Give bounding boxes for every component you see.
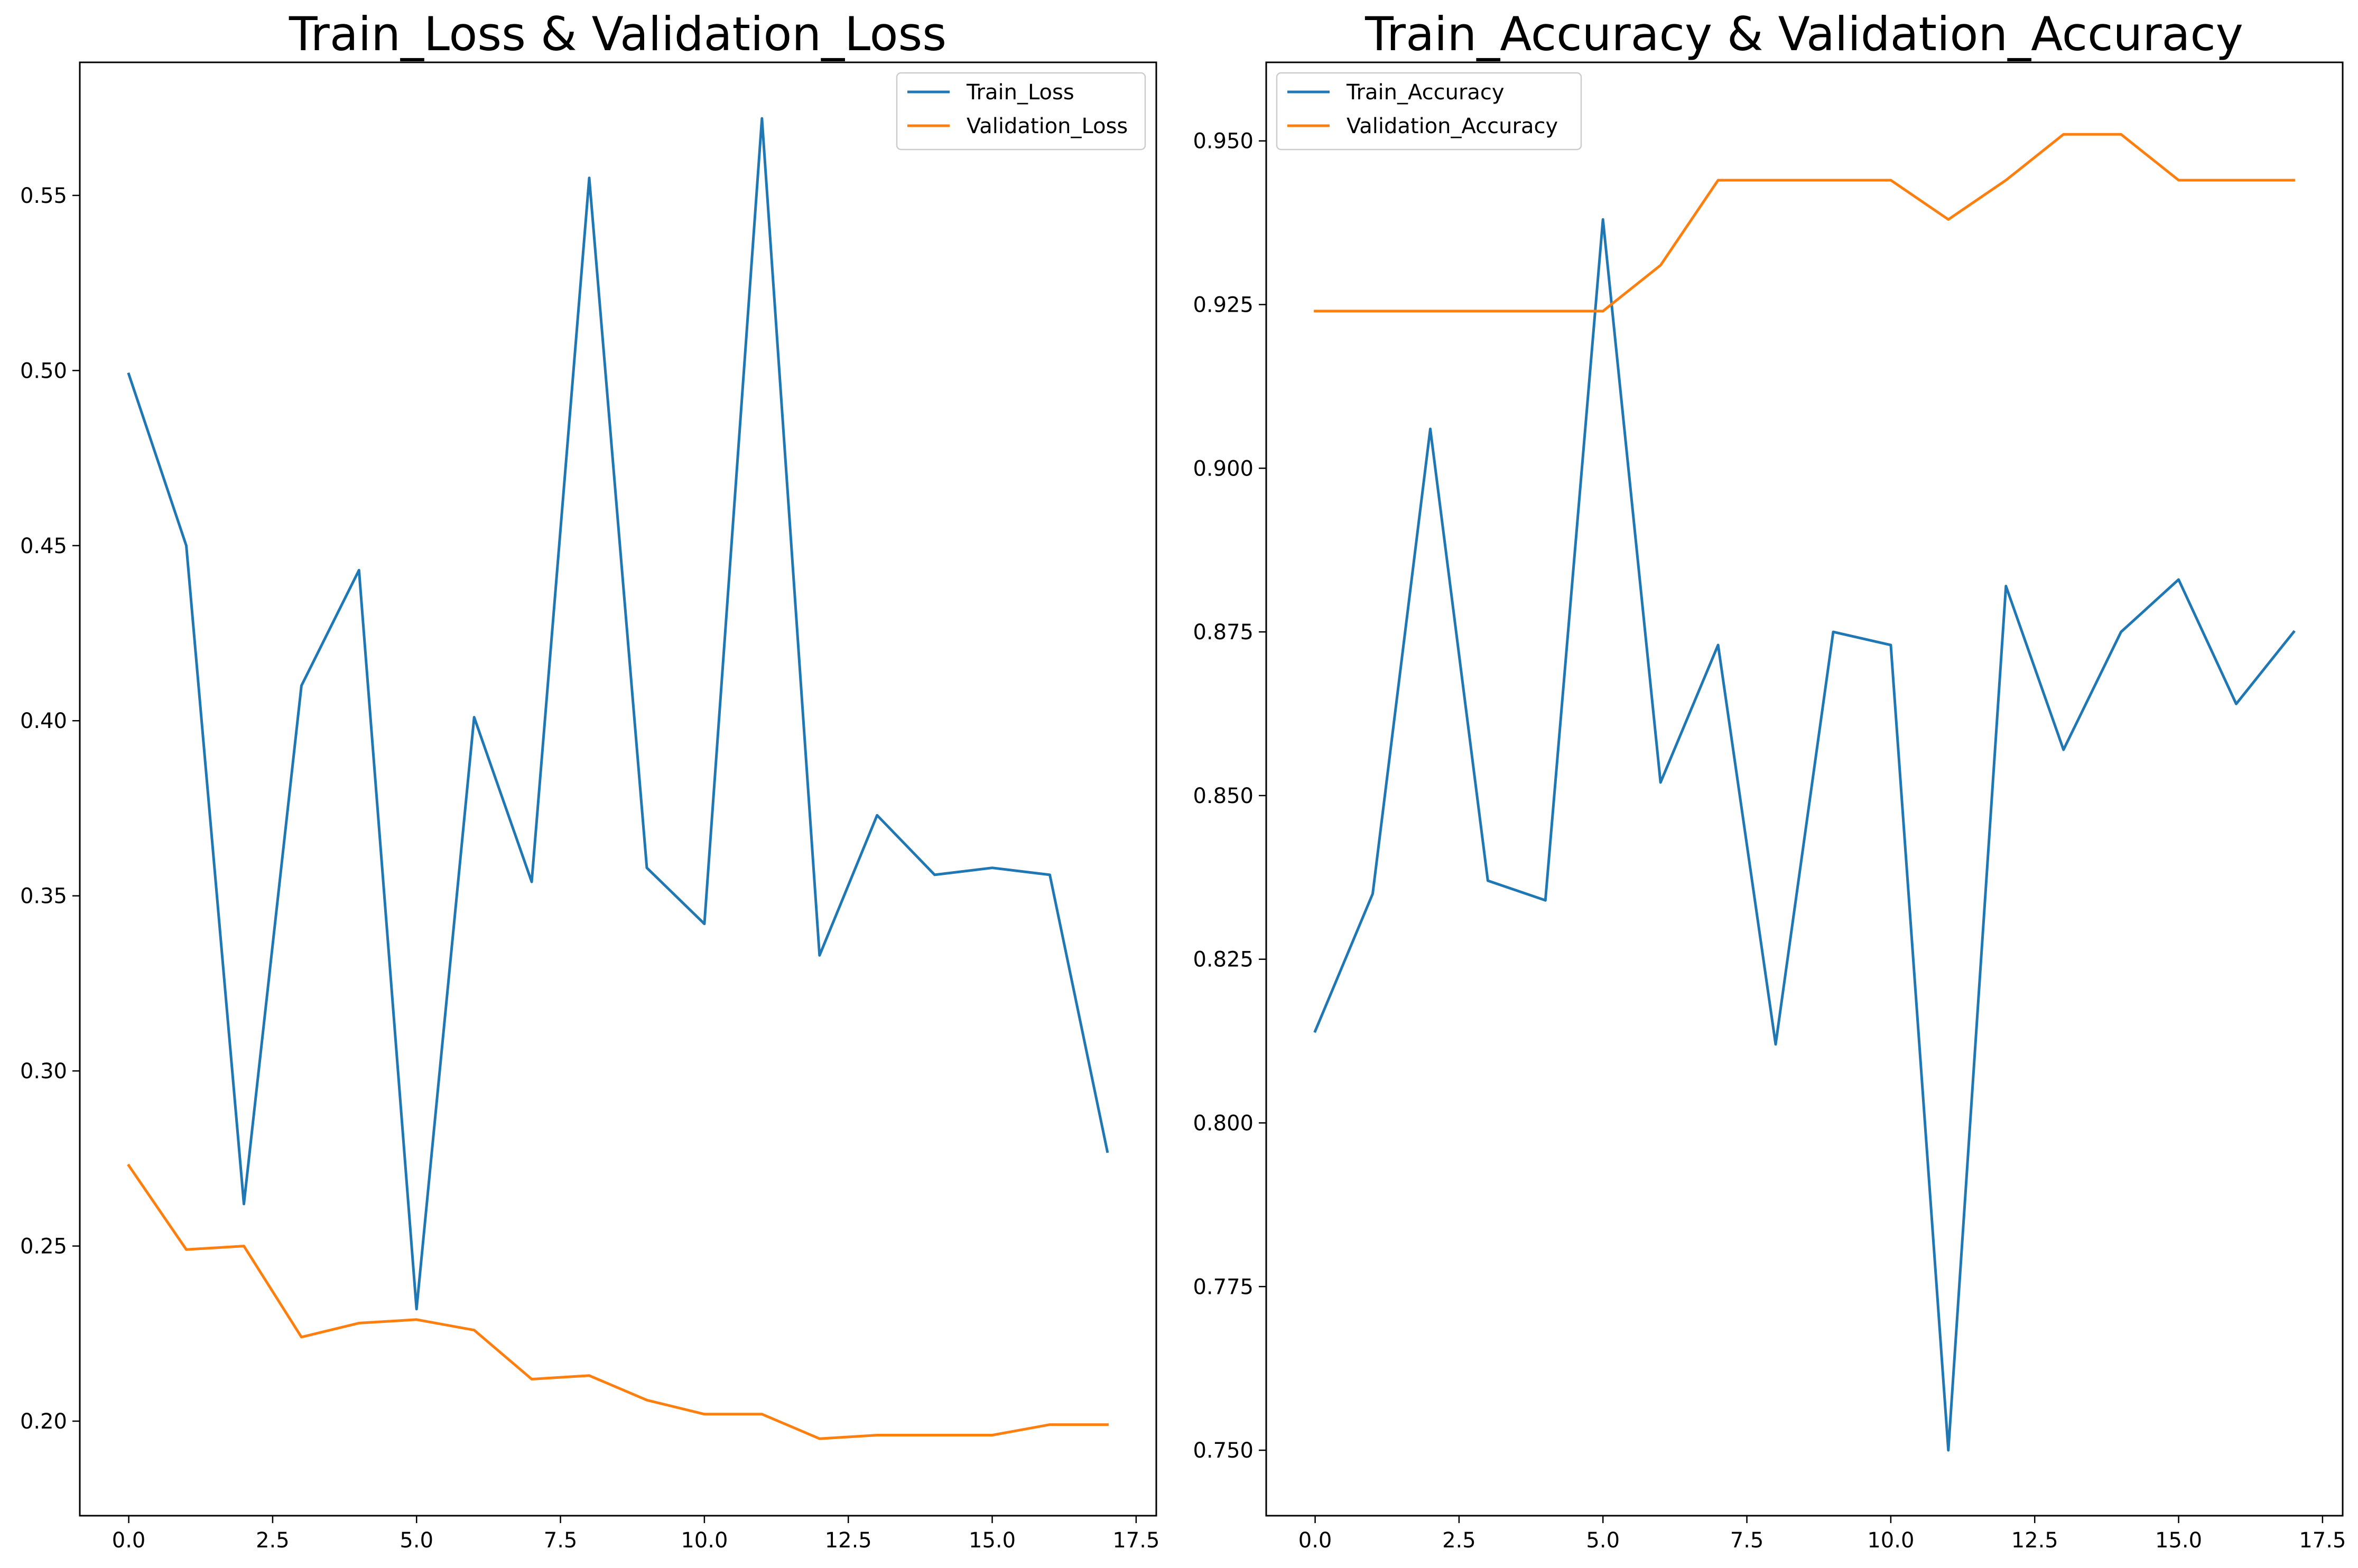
accuracy-y-tick-label: 0.925 [1193, 293, 1254, 318]
validation-accuracy-line [1314, 133, 2295, 313]
accuracy-x-tick-label: 12.5 [2011, 1528, 2058, 1553]
accuracy-y-tick-label: 0.775 [1193, 1275, 1254, 1299]
loss-axes-frame [79, 61, 1157, 1517]
loss-plot-area: 0.0 2.5 5.0 7.5 10.0 12.5 15.0 17.5 0.20 0.25 0.30… [20, 117, 1159, 1553]
accuracy-x-tick-label: 5.0 [1586, 1528, 1620, 1553]
loss-x-tick-label: 10.0 [681, 1528, 728, 1553]
loss-x-tick-label: 5.0 [400, 1528, 433, 1553]
accuracy-axes-frame [1265, 61, 2344, 1517]
loss-legend-box [896, 72, 1146, 151]
accuracy-plot-area: 0.0 2.5 5.0 7.5 10.0 12.5 15.0 17.5 0.750 0.775 0.… [1193, 129, 2346, 1553]
loss-legend-label-validation: Validation_Loss [967, 114, 1128, 138]
loss-x-tick-label: 15.0 [969, 1528, 1016, 1553]
loss-x-tick-label: 7.5 [544, 1528, 578, 1553]
accuracy-y-tick-label: 0.850 [1193, 784, 1254, 808]
loss-y-tick-label: 0.20 [20, 1410, 67, 1434]
accuracy-y-tick-label: 0.750 [1193, 1439, 1254, 1463]
loss-chart-title: Train_Loss & Validation_Loss [289, 7, 946, 61]
accuracy-chart: Train_Accuracy & Validation_Accuracy 0.0… [1193, 7, 2346, 1553]
accuracy-y-tick-label: 0.875 [1193, 620, 1254, 645]
accuracy-x-tick-label: 17.5 [2299, 1528, 2346, 1553]
train-accuracy-line [1313, 218, 2296, 1452]
loss-y-tick-label: 0.55 [20, 184, 67, 208]
loss-y-tick-label: 0.35 [20, 884, 67, 909]
accuracy-legend-label-validation: Validation_Accuracy [1347, 114, 1558, 138]
loss-chart: Train_Loss & Validation_Loss 0.0 2.5 5.0 7.… [20, 7, 1159, 1553]
accuracy-y-tick-label: 0.950 [1193, 129, 1254, 154]
accuracy-x-tick-label: 0.0 [1298, 1528, 1332, 1553]
loss-x-tick-label: 0.0 [112, 1528, 146, 1553]
loss-y-tick-label: 0.45 [20, 534, 67, 558]
loss-legend-label-train: Train_Loss [966, 80, 1074, 105]
loss-y-tick-label: 0.30 [20, 1059, 67, 1084]
accuracy-x-tick-label: 2.5 [1442, 1528, 1476, 1553]
accuracy-y-tick-label: 0.825 [1193, 948, 1254, 972]
train-loss-line [127, 117, 1109, 1311]
accuracy-x-tick-label: 10.0 [1867, 1528, 1914, 1553]
validation-loss-line [127, 1163, 1109, 1440]
loss-x-tick-label: 12.5 [825, 1528, 872, 1553]
accuracy-y-tick-label: 0.800 [1193, 1111, 1254, 1135]
loss-y-tick-label: 0.50 [20, 359, 67, 383]
loss-legend: Train_Loss Validation_Loss [896, 72, 1146, 151]
accuracy-chart-title: Train_Accuracy & Validation_Accuracy [1364, 7, 2243, 61]
accuracy-y-tick-label: 0.900 [1193, 456, 1254, 481]
accuracy-legend: Train_Accuracy Validation_Accuracy [1276, 72, 1582, 151]
accuracy-legend-box [1276, 72, 1582, 151]
accuracy-x-tick-label: 7.5 [1730, 1528, 1764, 1553]
accuracy-legend-label-train: Train_Accuracy [1346, 80, 1505, 105]
accuracy-x-tick-label: 15.0 [2155, 1528, 2202, 1553]
loss-y-tick-label: 0.25 [20, 1235, 67, 1259]
loss-y-tick-label: 0.40 [20, 709, 67, 733]
loss-x-tick-label: 17.5 [1112, 1528, 1159, 1553]
loss-x-tick-label: 2.5 [256, 1528, 290, 1553]
